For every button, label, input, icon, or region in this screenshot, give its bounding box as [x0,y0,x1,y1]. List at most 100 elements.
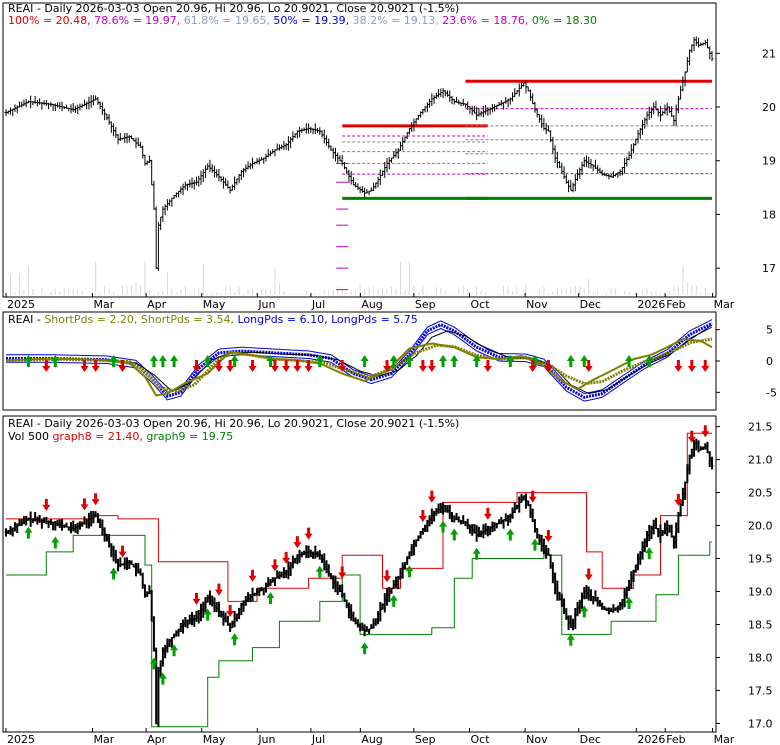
buy-arrow [506,355,515,367]
y-tick-label: 19.0 [748,585,773,598]
volume-bar [234,292,236,295]
x-tick-label: 2026 [637,298,665,311]
volume-bar [686,282,688,295]
volume-bar [583,288,585,295]
sell-arrow [383,360,392,372]
legend-part: LongPds = 5.75 [328,313,418,326]
sell-arrow [42,360,51,372]
x-tick-label: 2026 [637,733,665,745]
buy-arrow [315,355,324,367]
x-tick-label: Oct [471,733,491,745]
y-tick-label: 0 [766,355,773,368]
volume-bar [41,287,43,295]
volume-bar [166,272,168,295]
volume-bar [417,292,419,295]
pds-y-axis: 5 0 -5 [716,324,777,399]
volume-bar [341,290,343,295]
buy-arrow [405,355,414,367]
sell-arrow [270,559,279,572]
volume-bar [184,285,186,295]
volume-bar [395,288,397,295]
sell-arrow [483,507,492,520]
y-tick-label: -5 [766,386,777,399]
x-tick-label: Jun [257,298,275,311]
volume-bar [14,292,16,295]
volume-bar [54,288,56,295]
price-y-axis-lower: 21.5 21.0 20.5 20.0 19.5 19.0 18.5 18.0 17.5 17.0 [716,421,773,730]
stop-arrows [24,425,710,685]
volume-bar [95,262,97,295]
volume-bar [301,293,303,295]
volume-bar [547,293,549,295]
volume-bar [269,289,271,295]
volume-bar [677,286,679,295]
volume-bar [682,265,684,295]
sell-arrow [118,545,127,558]
buy-arrow [472,547,481,560]
volume-bar [467,289,469,295]
volume-bar [337,286,339,295]
volume-bar [368,287,370,295]
buy-arrow [360,355,369,367]
volume-bar [386,288,388,295]
buy-arrow [24,526,33,539]
short-long-pds-panel: 5 0 -5 REAI - ShortPds = 2.20, ShortPds = … [2,311,777,411]
sell-arrow [544,529,553,542]
volume-bar [382,288,384,295]
volume-bar [63,287,65,295]
sell-arrow [528,360,537,372]
price-bars [4,36,714,271]
legend-part: REAI - Daily 2026-03-03 Open 20.96, Hi 2… [8,2,459,15]
buy-arrow [170,644,179,657]
sell-arrow [483,360,492,372]
x-tick-label: Mar [714,298,735,311]
volume-bar [570,286,572,295]
x-tick-label: Apr [147,298,167,311]
volume-bar [247,288,249,295]
sell-arrow [42,498,51,511]
sell-arrow [544,360,553,372]
sell-arrow [427,490,436,503]
volume-bar [27,267,29,295]
buy-arrow [439,355,448,367]
volume-bar [180,289,182,295]
buy-arrow [566,633,575,646]
sell-arrow [338,566,347,579]
x-tick-label: Dec [580,298,601,311]
sell-arrow [248,360,257,372]
volume-bar [485,292,487,295]
buy-arrow [158,672,167,685]
volume-bar [131,285,133,295]
buy-arrow [158,355,167,367]
volume-bar [646,287,648,295]
volume-bar [413,285,415,295]
volume-bar [175,292,177,295]
volume-bar [624,290,626,295]
volume-bar [650,291,652,295]
volume-bar [72,289,74,295]
volume-bar [135,282,137,295]
sell-arrow [584,360,593,372]
volume-bar [471,292,473,295]
buy-arrow [203,608,212,621]
buy-arrow [389,355,398,367]
buy-arrow [51,355,60,367]
sell-arrow [304,527,313,540]
x-tick-label: Feb [666,298,685,311]
price-bars-lower [4,438,714,727]
buy-arrow [405,565,414,578]
price-y-axis: 21 20 19 18 17 [716,47,776,275]
x-tick-label: May [203,298,226,311]
buy-arrow [450,355,459,367]
volume-bar [390,286,392,295]
volume-bar [332,289,334,295]
buy-arrow [24,355,33,367]
date-x-axis-lower: 2025 Mar Apr May Jun Jul Aug Sep Oct Nov Dec 2026 Fe… [5,728,735,745]
volume-bar [588,278,590,295]
x-tick-label: Jun [257,733,275,745]
volume-bar [565,288,567,295]
volume-bar [323,289,325,295]
buy-arrow [389,594,398,607]
panel1-frame [2,2,717,298]
volume-bar [283,291,285,295]
